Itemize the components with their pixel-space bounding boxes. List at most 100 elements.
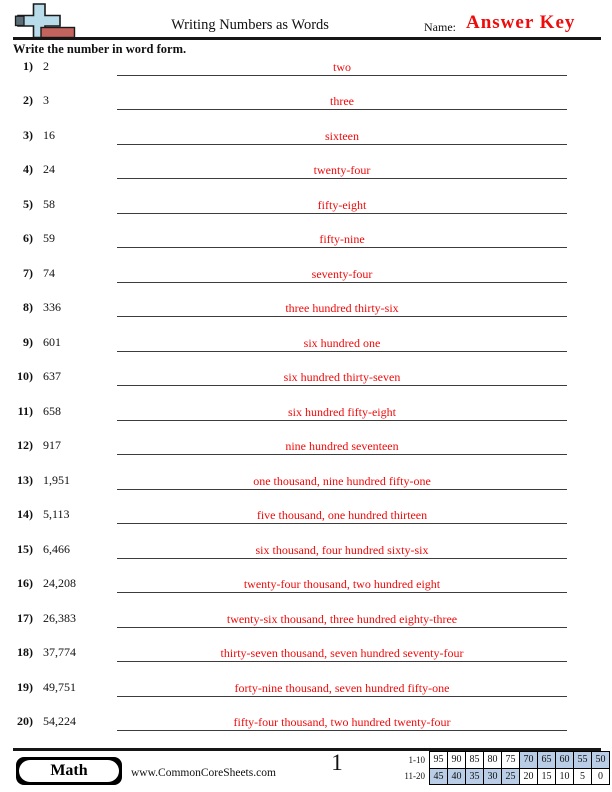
problem-number: 7) — [23, 265, 33, 280]
answer-line: nine hundred seventeen — [117, 437, 567, 455]
problem-row-7: 7) 74 seventy-four — [0, 249, 612, 284]
grading-row-11-20: 11-20 45 40 35 30 25 20 15 10 5 0 — [380, 767, 610, 785]
grade-cell: 15 — [537, 767, 556, 785]
answer-line: thirty-seven thousand, seven hundred sev… — [117, 644, 567, 662]
problem-number: 15) — [17, 541, 33, 556]
answer-line: six hundred one — [117, 334, 567, 352]
answer-line: forty-nine thousand, seven hundred fifty… — [117, 679, 567, 697]
grade-cell: 40 — [447, 767, 466, 785]
problem-number: 4) — [23, 162, 33, 176]
answer-text: fifty-nine — [319, 232, 365, 246]
answer-text: three hundred thirty-six — [285, 301, 399, 315]
answer-line: twenty-four — [117, 161, 567, 179]
grade-cell: 75 — [501, 751, 520, 769]
problem-row-11: 11) 658 six hundred fifty-eight — [0, 387, 612, 422]
grade-cell: 95 — [429, 751, 448, 769]
problem-row-18: 18) 37,774 thirty-seven thousand, seven … — [0, 629, 612, 664]
problem-row-3: 3) 16 sixteen — [0, 111, 612, 146]
grade-cell: 80 — [483, 751, 502, 769]
problem-number: 1) — [23, 58, 33, 73]
problem-value: 54,224 — [43, 714, 76, 728]
grade-cell: 20 — [519, 767, 538, 785]
answer-line: twenty-six thousand, three hundred eight… — [117, 610, 567, 628]
problem-value: 49,751 — [43, 679, 76, 694]
problem-row-2: 2) 3 three — [0, 77, 612, 112]
problem-number: 5) — [23, 196, 33, 211]
problem-number: 8) — [23, 300, 33, 314]
problem-row-9: 9) 601 six hundred one — [0, 318, 612, 353]
problem-value: 2 — [43, 58, 49, 73]
problem-number: 10) — [17, 369, 33, 383]
problem-value: 336 — [43, 300, 61, 314]
answer-text: forty-nine thousand, seven hundred fifty… — [234, 680, 450, 695]
grade-cell: 35 — [465, 767, 484, 785]
problem-value: 917 — [43, 438, 61, 452]
problem-row-14: 14) 5,113 five thousand, one hundred thi… — [0, 491, 612, 526]
answer-text: six hundred fifty-eight — [288, 404, 396, 419]
problem-number: 19) — [17, 679, 33, 694]
answer-line: fifty-four thousand, two hundred twenty-… — [117, 713, 567, 731]
problem-number: 16) — [17, 576, 33, 590]
grade-cell: 50 — [591, 751, 610, 769]
problem-row-19: 19) 49,751 forty-nine thousand, seven hu… — [0, 663, 612, 698]
problem-row-15: 15) 6,466 six thousand, four hundred six… — [0, 525, 612, 560]
website-url: www.CommonCoreSheets.com — [131, 767, 276, 779]
grading-row-label: 1-10 — [408, 754, 426, 765]
problem-value: 601 — [43, 334, 61, 349]
answer-text: sixteen — [325, 128, 359, 143]
answer-line: two — [117, 58, 567, 76]
answer-line: sixteen — [117, 127, 567, 145]
problem-list: 1) 2 two 2) 3 three 3) 16 sixteen 4) 24 … — [0, 42, 612, 732]
plus-icon — [14, 3, 76, 39]
problem-number: 20) — [17, 714, 33, 728]
answer-line: six thousand, four hundred sixty-six — [117, 541, 567, 559]
problem-number: 11) — [17, 403, 33, 418]
grade-cell: 10 — [555, 767, 574, 785]
answer-text: three — [330, 94, 354, 108]
problem-row-1: 1) 2 two — [0, 42, 612, 77]
grade-cell: 65 — [537, 751, 556, 769]
grading-row-1-10: 1-10 95 90 85 80 75 70 65 60 55 50 — [380, 751, 610, 769]
problem-value: 26,383 — [43, 610, 76, 625]
answer-text: twenty-four — [313, 163, 371, 177]
problem-row-5: 5) 58 fifty-eight — [0, 180, 612, 215]
answer-line: fifty-nine — [117, 230, 567, 248]
grade-cell: 85 — [465, 751, 484, 769]
problem-number: 17) — [17, 610, 33, 625]
problem-value: 637 — [43, 369, 61, 383]
problem-value: 24 — [43, 162, 55, 176]
answer-text: fifty-four thousand, two hundred twenty-… — [233, 715, 451, 729]
answer-line: six hundred thirty-seven — [117, 368, 567, 386]
problem-number: 6) — [23, 231, 33, 245]
problem-value: 658 — [43, 403, 61, 418]
problem-row-8: 8) 336 three hundred thirty-six — [0, 284, 612, 319]
grade-cell: 60 — [555, 751, 574, 769]
answer-text: six thousand, four hundred sixty-six — [255, 542, 429, 557]
answer-key-text: Answer Key — [466, 12, 576, 33]
grade-cell: 90 — [447, 751, 466, 769]
page-title: Writing Numbers as Words — [171, 17, 329, 33]
problem-row-10: 10) 637 six hundred thirty-seven — [0, 353, 612, 388]
problem-row-4: 4) 24 twenty-four — [0, 146, 612, 181]
subject-badge-label: Math — [19, 760, 119, 782]
problem-value: 59 — [43, 231, 55, 245]
answer-text: twenty-four thousand, two hundred eight — [243, 577, 441, 591]
answer-text: twenty-six thousand, three hundred eight… — [226, 611, 458, 626]
answer-line: seventy-four — [117, 265, 567, 283]
problem-value: 5,113 — [43, 507, 70, 521]
problem-row-13: 13) 1,951 one thousand, nine hundred fif… — [0, 456, 612, 491]
problem-row-12: 12) 917 nine hundred seventeen — [0, 422, 612, 457]
answer-text: six hundred one — [303, 335, 381, 350]
grading-table: 1-10 95 90 85 80 75 70 65 60 55 50 11-20… — [380, 751, 610, 785]
problem-value: 3 — [43, 93, 49, 107]
answer-line: three — [117, 92, 567, 110]
problem-number: 14) — [17, 507, 33, 521]
problem-row-16: 16) 24,208 twenty-four thousand, two hun… — [0, 560, 612, 595]
grading-row-label: 11-20 — [404, 771, 425, 782]
answer-text: one thousand, nine hundred fifty-one — [253, 473, 431, 488]
problem-row-17: 17) 26,383 twenty-six thousand, three hu… — [0, 594, 612, 629]
problem-number: 12) — [17, 438, 33, 452]
problem-value: 58 — [43, 196, 55, 211]
grade-cell: 0 — [591, 767, 610, 785]
